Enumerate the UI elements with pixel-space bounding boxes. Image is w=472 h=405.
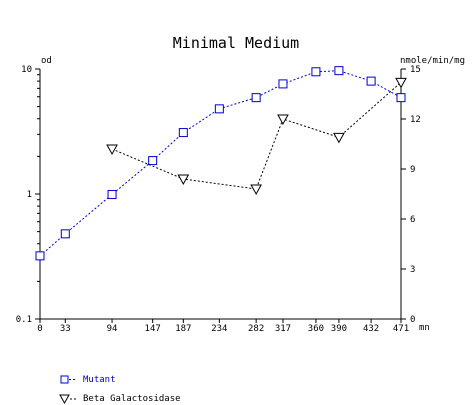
left-axis-ticks: 0.1 1 10 xyxy=(16,65,40,325)
point-mutant xyxy=(148,156,158,166)
point-mutant xyxy=(60,229,70,239)
point-beta-galactosidase xyxy=(277,114,289,126)
series-line-beta-galactosidase xyxy=(111,81,402,190)
x-tick-label: 432 xyxy=(363,324,379,334)
point-mutant xyxy=(311,67,321,77)
point-mutant xyxy=(334,66,344,76)
legend-item-beta-galactosidase: Beta Galactosidase xyxy=(59,394,181,405)
right-tick-label: 9 xyxy=(410,165,415,175)
x-tick-label: 234 xyxy=(211,324,227,334)
x-tick-label: 282 xyxy=(248,324,264,334)
x-tick-label: 360 xyxy=(308,324,324,334)
legend: Mutant Beta Galactosidase xyxy=(59,375,181,405)
x-tick-label: 390 xyxy=(331,324,347,334)
left-tick-label: 10 xyxy=(21,65,32,75)
point-beta-galactosidase xyxy=(106,144,118,156)
x-tick-label: 0 xyxy=(37,324,42,334)
point-mutant xyxy=(107,190,117,200)
legend-marker-beta-galactosidase xyxy=(59,394,70,405)
x-axis-ticks: 0 33 94 147 187 234 282 317 360 390 432 471 xyxy=(37,319,409,334)
series-layer xyxy=(35,66,407,261)
right-tick-label: 3 xyxy=(410,265,415,275)
x-tick-label: 147 xyxy=(145,324,161,334)
x-tick-label: 317 xyxy=(275,324,291,334)
right-axis-unit: nmole/min/mg xyxy=(400,56,465,66)
legend-marker-mutant xyxy=(60,375,69,384)
x-tick-label: 187 xyxy=(175,324,191,334)
point-mutant xyxy=(35,251,45,261)
point-mutant xyxy=(178,128,188,138)
right-tick-label: 15 xyxy=(410,65,421,75)
point-beta-galactosidase xyxy=(250,184,262,196)
point-beta-galactosidase xyxy=(395,77,407,89)
x-tick-label: 33 xyxy=(60,324,71,334)
left-tick-label: 0.1 xyxy=(16,315,32,325)
chart-title: Minimal Medium xyxy=(173,34,299,52)
x-tick-label: 94 xyxy=(107,324,118,334)
legend-label-beta-galactosidase: Beta Galactosidase xyxy=(83,394,181,404)
left-tick-label: 1 xyxy=(27,190,32,200)
right-tick-label: 6 xyxy=(410,215,415,225)
legend-item-mutant: Mutant xyxy=(60,375,116,385)
left-axis-unit: od xyxy=(41,56,52,66)
point-mutant xyxy=(366,76,376,86)
point-beta-galactosidase xyxy=(177,174,190,186)
right-tick-label: 12 xyxy=(410,115,421,125)
x-axis-unit: mn xyxy=(419,323,430,333)
point-beta-galactosidase xyxy=(333,132,345,144)
point-mutant xyxy=(251,93,261,103)
x-tick-label: 471 xyxy=(393,324,409,334)
series-line-mutant xyxy=(39,70,402,257)
point-mutant xyxy=(396,93,406,103)
right-tick-label: 0 xyxy=(410,315,415,325)
legend-label-mutant: Mutant xyxy=(83,375,116,385)
point-mutant xyxy=(278,79,288,89)
point-mutant xyxy=(214,104,224,114)
right-axis-ticks: 0 3 6 9 12 15 xyxy=(401,65,421,325)
